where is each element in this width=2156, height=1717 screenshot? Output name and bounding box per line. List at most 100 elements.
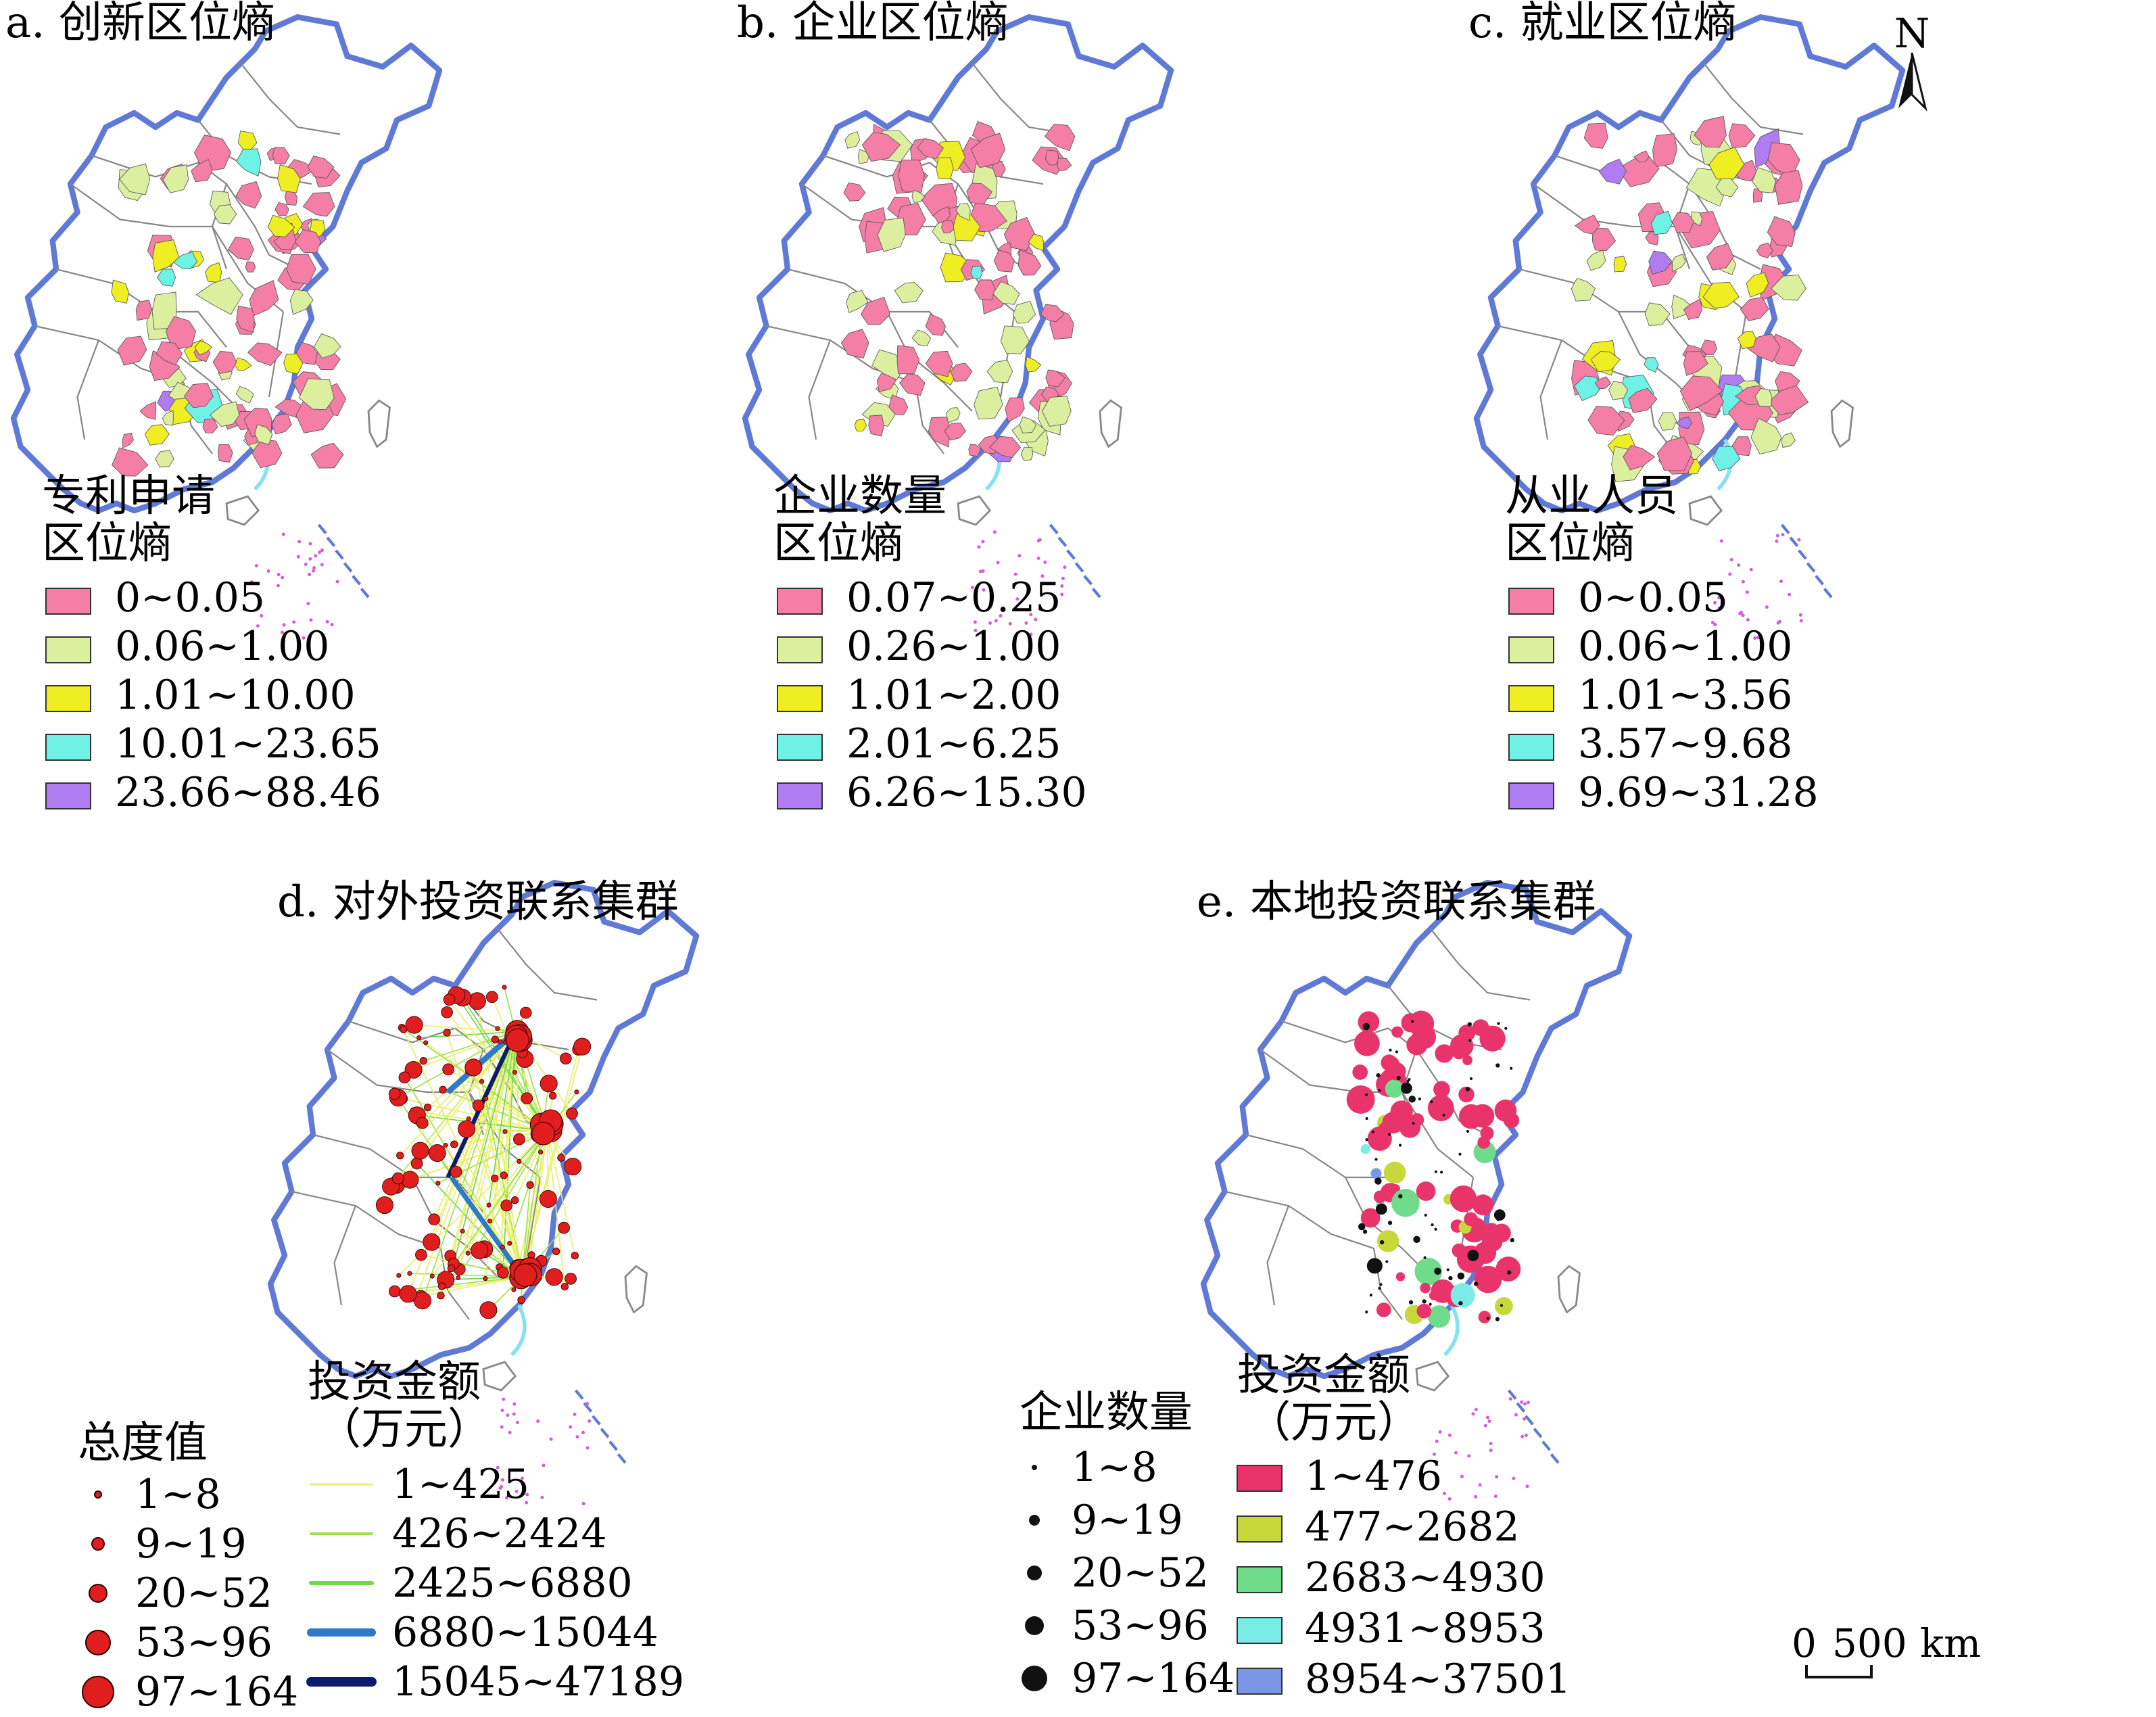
- hainan-outline: [1415, 1361, 1450, 1392]
- region-patch: [868, 415, 884, 437]
- fill-legend-label: 8954~37501: [1305, 1655, 1571, 1703]
- degree-node: [479, 1301, 498, 1319]
- south-sea-island: [1036, 556, 1040, 560]
- south-sea-island: [1775, 539, 1779, 543]
- maritime-boundary-dash: [1066, 549, 1076, 560]
- degree-node: [521, 1092, 533, 1104]
- region-patch: [1750, 418, 1782, 455]
- enterprise-node: [1389, 1048, 1392, 1052]
- legend-swatch: [777, 685, 823, 712]
- cluster-area: [1450, 1034, 1474, 1058]
- degree-node: [441, 1006, 453, 1018]
- region-patch: [298, 378, 335, 410]
- south-sea-island: [1756, 636, 1760, 640]
- maritime-boundary-dash: [1525, 1415, 1534, 1426]
- south-sea-island: [1013, 572, 1017, 576]
- region-patch: [925, 314, 946, 336]
- taiwan-outline: [1099, 399, 1122, 448]
- south-sea-island: [1753, 636, 1757, 640]
- maritime-boundary-dash: [574, 1389, 584, 1400]
- node-legend-symbol: [1027, 1566, 1042, 1580]
- south-sea-island: [1737, 563, 1741, 567]
- region-patch: [247, 342, 283, 367]
- region-patch: [162, 410, 174, 426]
- region-patch: [194, 340, 213, 356]
- degree-node: [423, 1233, 441, 1251]
- south-sea-island: [1525, 1484, 1529, 1488]
- enterprise-node: [1500, 1304, 1504, 1307]
- legend-title-line2: 区位熵: [42, 519, 172, 569]
- south-sea-island: [1710, 621, 1715, 625]
- province-boundary: [808, 339, 832, 440]
- degree-node: [460, 1228, 465, 1234]
- south-sea-island: [1040, 574, 1045, 578]
- south-sea-island: [1063, 565, 1067, 569]
- fill-legend-label: 2683~4930: [1305, 1554, 1546, 1601]
- region-patch: [844, 131, 861, 149]
- maritime-boundary-dash: [1091, 588, 1101, 598]
- node-legend-title: 企业数量: [1020, 1388, 1193, 1438]
- region-patch: [152, 239, 180, 273]
- legend-swatch: [45, 685, 91, 712]
- enterprise-node: [1388, 1133, 1391, 1136]
- cluster-area: [1376, 1302, 1391, 1317]
- degree-node: [464, 1058, 483, 1077]
- node-legend-symbol: [91, 1537, 105, 1551]
- south-sea-island: [1017, 554, 1022, 558]
- line-legend-label: 426~2424: [392, 1510, 607, 1557]
- fill-legend-label: 4931~8953: [1305, 1605, 1546, 1652]
- node-legend-title: 总度值: [78, 1418, 208, 1468]
- degree-node: [423, 1104, 432, 1112]
- degree-node: [442, 1063, 454, 1076]
- region-patch: [1767, 216, 1796, 247]
- region-patch: [899, 373, 926, 396]
- south-sea-island: [1765, 605, 1769, 609]
- maritime-boundary-dash: [600, 1428, 610, 1438]
- province-boundary: [1402, 1091, 1474, 1178]
- enterprise-node: [1434, 1227, 1437, 1231]
- legend-swatch: [1508, 782, 1554, 809]
- cluster-area: [1390, 1100, 1413, 1123]
- south-sea-island: [1460, 1474, 1464, 1478]
- legend-label: 0.07~0.25: [846, 574, 1061, 621]
- degree-node: [571, 1252, 579, 1260]
- degree-node: [396, 1152, 404, 1160]
- degree-node: [512, 1069, 518, 1075]
- degree-node: [443, 1142, 448, 1148]
- south-sea-island: [1798, 613, 1802, 617]
- cluster-area: [1484, 1223, 1500, 1238]
- local-clusters: [1346, 1010, 1521, 1328]
- region-patch: [251, 439, 283, 469]
- region-patch: [986, 360, 1013, 383]
- legend-label: 6.26~15.30: [846, 769, 1087, 816]
- degree-node: [526, 1181, 534, 1189]
- degree-node: [398, 1071, 411, 1084]
- region-patch: [1731, 436, 1752, 456]
- maritime-boundary-dash: [1057, 536, 1068, 547]
- enterprise-node: [1486, 1317, 1489, 1320]
- enterprise-node: [1387, 1221, 1393, 1225]
- degree-node: [500, 1199, 513, 1212]
- province-boundary: [291, 1190, 441, 1250]
- south-sea-island: [1520, 1434, 1525, 1438]
- south-sea-island: [1454, 1451, 1458, 1455]
- degree-node: [416, 1116, 429, 1129]
- investment-link: [421, 1276, 523, 1297]
- degree-node-hub: [506, 1028, 529, 1052]
- region-patch: [274, 398, 305, 418]
- region-patch: [289, 289, 314, 315]
- south-sea-island: [1061, 576, 1065, 580]
- degree-node: [443, 993, 456, 1006]
- region-patch: [183, 383, 214, 408]
- degree-node: [410, 1157, 423, 1170]
- region-patch: [310, 442, 344, 469]
- province-boundary: [914, 382, 944, 454]
- south-sea-island: [1779, 580, 1783, 584]
- legend-swatch: [777, 734, 823, 761]
- region-patch: [313, 333, 341, 359]
- south-sea-island: [978, 569, 982, 573]
- cluster-area: [1474, 1265, 1502, 1294]
- cluster-area: [1427, 1095, 1454, 1121]
- legend-swatch: [777, 588, 823, 615]
- investment-link: [413, 1110, 548, 1132]
